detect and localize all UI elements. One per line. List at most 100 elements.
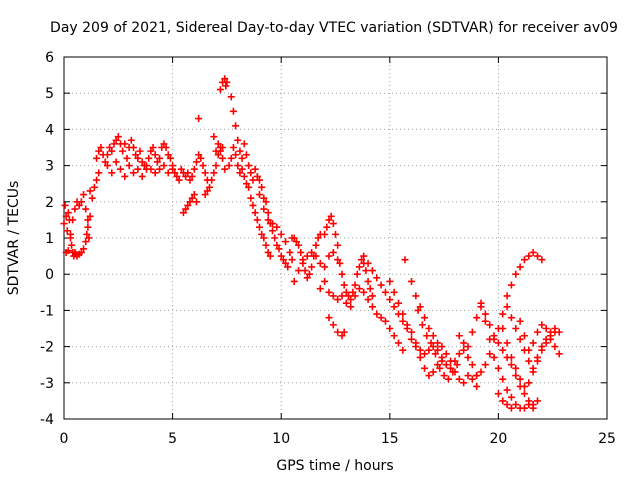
data-point-plus: [249, 176, 257, 184]
data-point-plus: [106, 144, 114, 151]
data-point-plus: [264, 209, 272, 217]
data-point-plus: [77, 198, 85, 206]
data-point-plus: [127, 136, 135, 144]
data-point-plus: [381, 288, 389, 296]
data-point-plus: [149, 144, 157, 151]
data-point-plus: [503, 386, 511, 394]
data-point-plus: [153, 158, 161, 166]
data-point-plus: [429, 368, 437, 376]
data-point-plus: [377, 314, 385, 322]
data-point-plus: [262, 198, 270, 206]
data-point-plus: [71, 205, 79, 213]
data-point-plus: [119, 147, 127, 155]
data-point-plus: [303, 252, 311, 260]
data-point-plus: [206, 183, 214, 191]
data-point-plus: [394, 299, 402, 307]
data-point-plus: [427, 339, 435, 347]
data-point-plus: [190, 191, 198, 199]
data-point-plus: [408, 335, 416, 343]
data-point-plus: [130, 144, 138, 151]
data-point-plus: [434, 339, 442, 347]
data-point-plus: [93, 176, 101, 184]
data-point-plus: [90, 183, 98, 191]
data-point-plus: [368, 267, 376, 275]
data-point-plus: [481, 361, 489, 369]
data-point-plus: [279, 256, 287, 264]
data-point-plus: [447, 357, 455, 365]
data-point-plus: [201, 169, 209, 177]
data-point-plus: [364, 296, 372, 304]
data-point-plus: [247, 194, 255, 202]
data-point-plus: [229, 144, 237, 151]
data-point-plus: [171, 169, 179, 177]
data-point-plus: [232, 151, 240, 159]
data-point-plus: [455, 350, 463, 358]
data-point-plus: [486, 321, 494, 329]
data-point-plus: [481, 310, 489, 318]
data-point-plus: [227, 154, 235, 162]
data-point-plus: [286, 248, 294, 256]
data-point-plus: [551, 325, 559, 332]
data-point-plus: [334, 296, 342, 304]
plot-frame: [63, 56, 608, 420]
x-tick-labels: 0 5 10 15 20 25: [60, 431, 616, 447]
data-point-plus: [188, 194, 196, 202]
data-point-plus: [273, 223, 281, 231]
data-point-plus: [425, 372, 433, 380]
data-point-plus: [520, 404, 528, 412]
chart-title: Day 209 of 2021, Sidereal Day-to-day VTE…: [50, 20, 618, 36]
data-point-plus: [438, 353, 446, 361]
data-point-plus: [368, 303, 376, 311]
data-point-plus: [507, 353, 515, 361]
data-point-plus: [260, 205, 268, 213]
data-point-plus: [277, 230, 285, 238]
data-point-plus: [303, 274, 311, 282]
data-point-plus: [434, 346, 442, 354]
data-point-plus: [184, 169, 192, 177]
data-point-plus: [468, 328, 476, 336]
data-point-plus: [160, 162, 168, 170]
data-point-plus: [503, 339, 511, 347]
data-point-plus: [386, 325, 394, 332]
data-point-plus: [538, 321, 546, 329]
data-point-plus: [162, 144, 170, 151]
data-point-plus: [64, 247, 72, 255]
data-point-plus: [499, 346, 507, 354]
data-point-plus: [321, 277, 329, 285]
data-point-plus: [179, 209, 187, 217]
data-point-plus: [277, 252, 285, 260]
data-point-plus: [290, 234, 298, 242]
data-point-plus: [323, 223, 331, 231]
data-point-plus: [440, 372, 448, 380]
data-point-plus: [82, 205, 90, 213]
data-point-plus: [490, 353, 498, 361]
data-point-plus: [288, 256, 296, 264]
y-tick-label: -1: [40, 303, 54, 319]
data-point-plus: [282, 238, 290, 246]
data-point-plus: [334, 241, 342, 249]
data-point-plus: [525, 346, 533, 354]
data-point-plus: [138, 158, 146, 166]
data-point-plus: [520, 382, 528, 390]
data-point-plus: [390, 332, 398, 340]
data-point-plus: [253, 216, 261, 224]
data-point-plus: [110, 140, 118, 148]
data-point-plus: [123, 154, 131, 162]
data-point-plus: [473, 314, 481, 322]
data-point-plus: [538, 343, 546, 351]
data-point-plus: [195, 151, 203, 159]
data-point-plus: [390, 303, 398, 311]
data-point-plus: [84, 223, 92, 231]
data-point-plus: [364, 277, 372, 285]
data-point-plus: [221, 75, 229, 83]
data-point-plus: [421, 314, 429, 322]
data-point-plus: [338, 292, 346, 300]
data-point-plus: [134, 154, 142, 162]
data-point-plus: [114, 133, 122, 141]
data-point-plus: [516, 317, 524, 325]
y-tick-label: -3: [40, 376, 54, 392]
data-point-plus: [464, 372, 472, 380]
data-point-plus: [555, 350, 563, 358]
data-point-plus: [201, 191, 209, 199]
data-point-plus: [297, 248, 305, 256]
